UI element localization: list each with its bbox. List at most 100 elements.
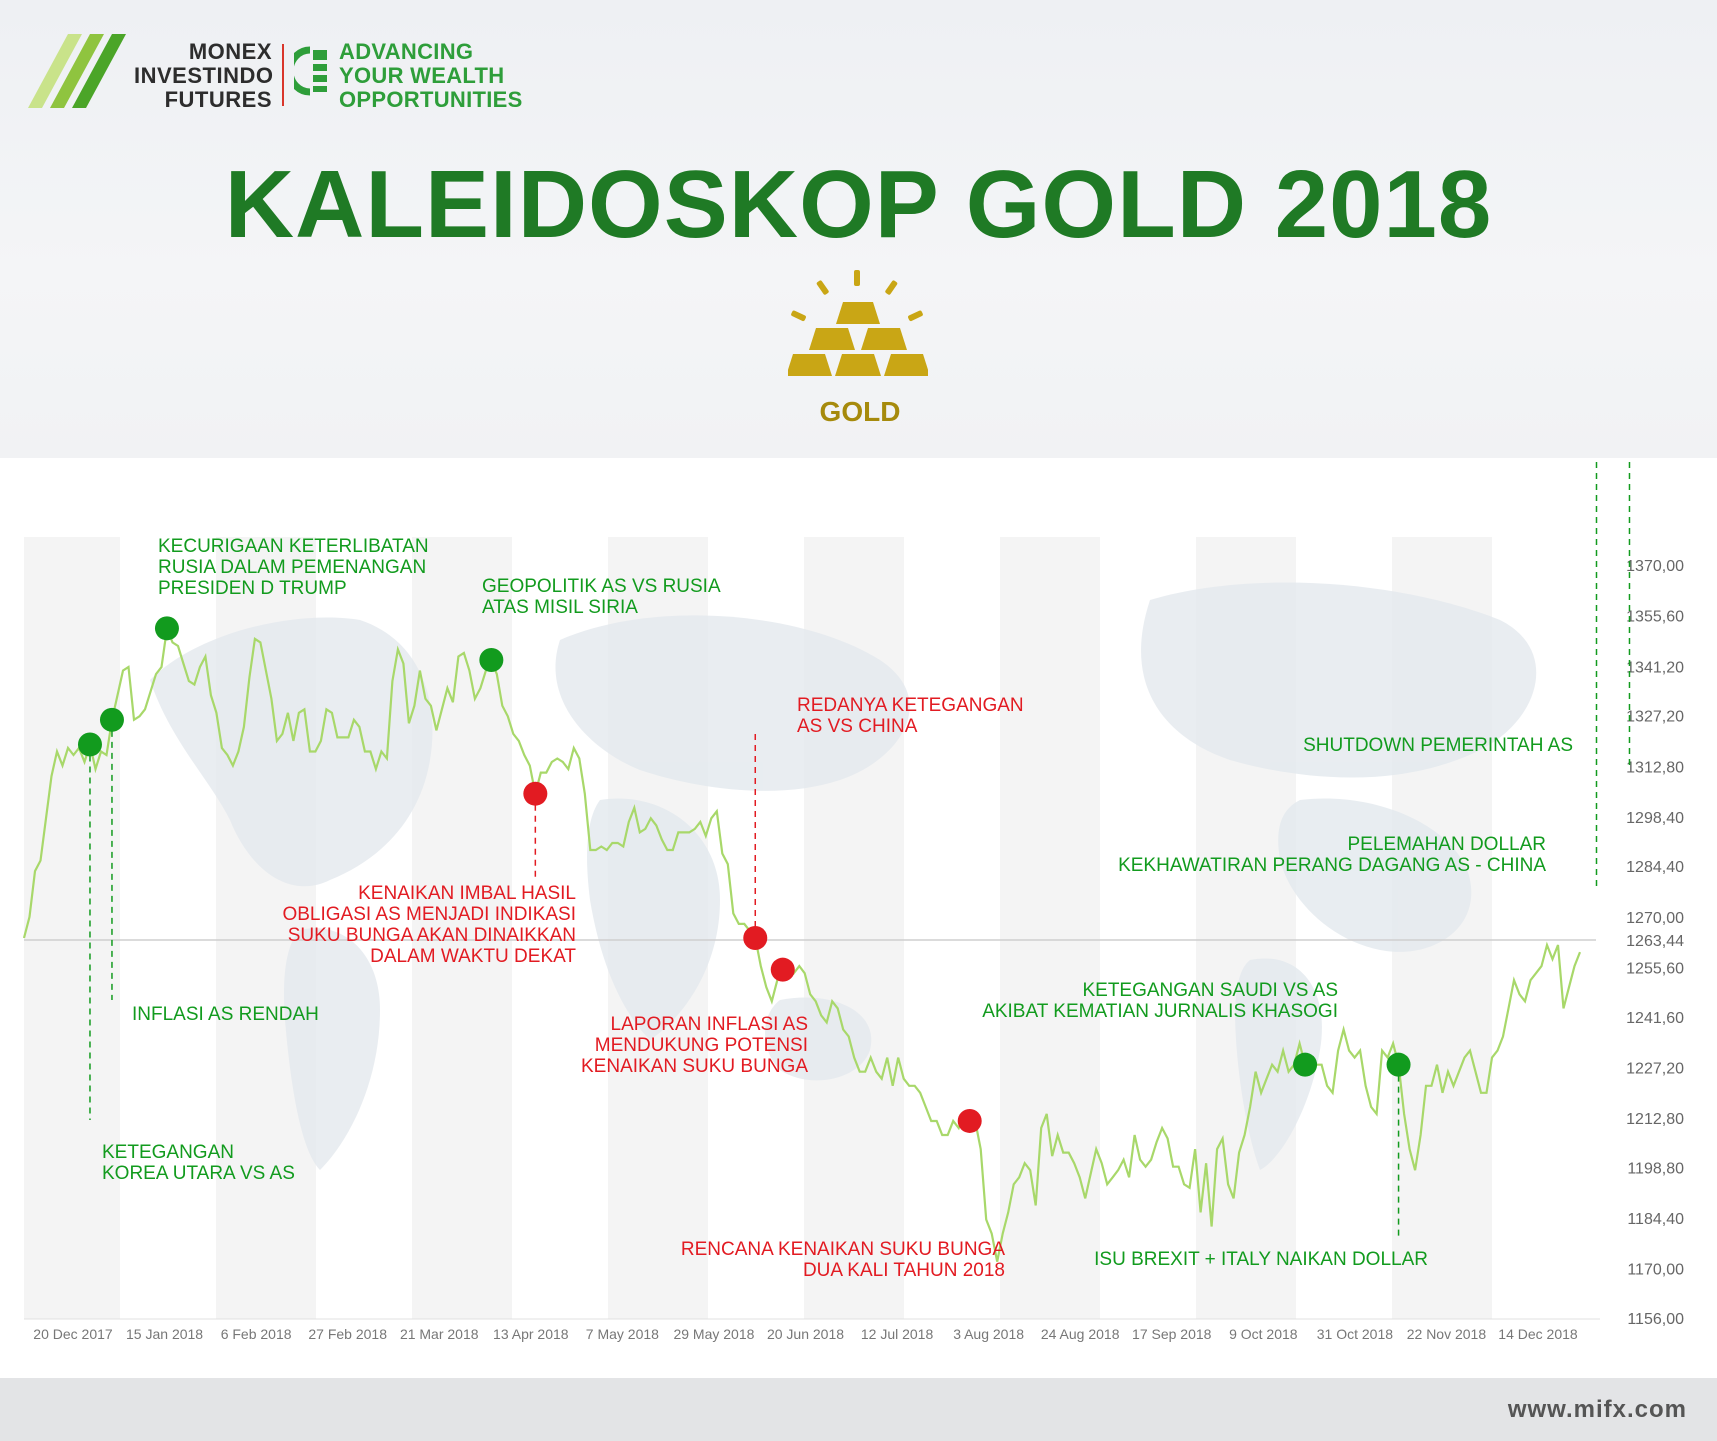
page-title: KALEIDOSKOP GOLD 2018 — [224, 151, 1493, 258]
x-tick-label: 20 Jun 2018 — [767, 1326, 844, 1342]
annotation-marker[interactable] — [1293, 1052, 1318, 1077]
x-tick-label: 15 Jan 2018 — [126, 1326, 203, 1342]
y-tick-label: 1341,20 — [1626, 659, 1684, 676]
y-tick-label: 1263,44 — [1626, 933, 1684, 950]
x-tick-label: 21 Mar 2018 — [400, 1326, 479, 1342]
x-tick-label: 22 Nov 2018 — [1407, 1326, 1487, 1342]
annotation-label-line: KOREA UTARA VS AS — [102, 1163, 295, 1184]
annotation-label-line: INFLASI AS RENDAH — [132, 1004, 319, 1025]
brand-name: MONEX INVESTINDO FUTURES — [134, 39, 274, 112]
annotation-marker[interactable] — [523, 781, 548, 806]
annotation-label-line: RUSIA DALAM PEMENANGAN — [158, 557, 426, 578]
annotation-positive: INFLASI AS RENDAH — [99, 707, 319, 1025]
annotation-label-line: DALAM WAKTU DEKAT — [370, 946, 576, 967]
y-tick-label: 1355,60 — [1626, 609, 1684, 626]
annotation-positive: SHUTDOWN PEMERINTAH AS — [1303, 458, 1631, 770]
y-tick-label: 1284,40 — [1626, 859, 1684, 876]
annotation-marker[interactable] — [99, 707, 124, 732]
annotation-marker[interactable] — [479, 648, 504, 673]
y-tick-label: 1241,60 — [1626, 1010, 1684, 1027]
brand-tagline: ADVANCING YOUR WEALTH OPPORTUNITIES — [339, 40, 523, 112]
brand-tagline-line: OPPORTUNITIES — [339, 87, 523, 112]
brand-logo[interactable]: MONEX INVESTINDO FUTURES ADVANCING YOUR … — [26, 32, 522, 112]
x-tick-label: 20 Dec 2017 — [33, 1326, 113, 1342]
annotation-label-line: SHUTDOWN PEMERINTAH AS — [1303, 735, 1573, 756]
y-tick-label: 1170,00 — [1627, 1262, 1684, 1279]
annotation-label-line: REDANYA KETEGANGAN — [797, 695, 1024, 716]
footer: www.mifx.com — [0, 1378, 1717, 1441]
gold-price-line — [22, 623, 1582, 1262]
website-link[interactable]: www.mifx.com — [1507, 1396, 1687, 1423]
annotation-marker[interactable] — [154, 616, 179, 641]
annotation-label-line: SUKU BUNGA AKAN DINAIKKAN — [288, 925, 576, 946]
annotation-label-line: KENAIKAN SUKU BUNGA — [581, 1056, 808, 1077]
y-tick-label: 1298,40 — [1626, 810, 1684, 827]
brand-tagline-line: ADVANCING — [339, 39, 474, 64]
logo-stripes-icon — [28, 34, 126, 108]
globe-icon — [294, 46, 327, 96]
x-tick-label: 17 Sep 2018 — [1132, 1326, 1212, 1342]
brand-name-line: MONEX — [188, 39, 272, 64]
x-tick-label: 7 May 2018 — [586, 1326, 659, 1342]
gold-bars-icon — [788, 270, 928, 376]
y-tick-label: 1156,00 — [1627, 1311, 1684, 1328]
x-tick-label: 13 Apr 2018 — [493, 1326, 569, 1342]
world-map-watermark — [150, 582, 1537, 1170]
x-tick-label: 12 Jul 2018 — [861, 1326, 934, 1342]
annotation-marker[interactable] — [1386, 1052, 1411, 1077]
x-tick-label: 27 Feb 2018 — [308, 1326, 387, 1342]
gold-label: GOLD — [819, 396, 901, 427]
annotation-label-line: PELEMAHAN DOLLAR — [1347, 834, 1546, 855]
annotation-label-line: KETEGANGAN SAUDI VS AS — [1082, 980, 1338, 1001]
y-tick-label: 1270,00 — [1626, 910, 1684, 927]
y-tick-label: 1255,60 — [1626, 961, 1684, 978]
annotation-label-line: ISU BREXIT + ITALY NAIKAN DOLLAR — [1094, 1249, 1428, 1270]
x-tick-label: 31 Oct 2018 — [1317, 1326, 1393, 1342]
x-tick-label: 9 Oct 2018 — [1229, 1326, 1298, 1342]
annotation-label-line: KEKHAWATIRAN PERANG DAGANG AS - CHINA — [1118, 855, 1546, 876]
annotation-label-line: AKIBAT KEMATIAN JURNALIS KHASOGI — [982, 1001, 1338, 1022]
annotation-marker[interactable] — [770, 957, 795, 982]
annotation-label-line: PRESIDEN D TRUMP — [158, 578, 347, 599]
y-tick-label: 1312,80 — [1626, 759, 1684, 776]
brand-name-line: INVESTINDO — [134, 63, 274, 88]
x-tick-label: 14 Dec 2018 — [1498, 1326, 1578, 1342]
annotation-label-line: AS VS CHINA — [797, 716, 918, 737]
y-tick-label: 1370,00 — [1626, 558, 1684, 575]
y-tick-label: 1198,80 — [1627, 1160, 1684, 1177]
y-axis: 1370,00 1355,60 1341,20 1327,20 1312,80 1298,… — [1626, 558, 1684, 1328]
x-tick-label: 29 May 2018 — [673, 1326, 754, 1342]
x-axis: 20 Dec 2017 15 Jan 2018 6 Feb 2018 27 Feb 2… — [33, 1326, 1578, 1342]
annotation-label-line: DUA KALI TAHUN 2018 — [803, 1260, 1005, 1281]
gold-price-chart: 1370,00 1355,60 1341,20 1327,20 1312,80 1298,… — [22, 458, 1684, 1342]
annotation-label-line: KENAIKAN IMBAL HASIL — [358, 883, 576, 904]
annotation-label-line: MENDUKUNG POTENSI — [595, 1035, 808, 1056]
header: MONEX INVESTINDO FUTURES ADVANCING YOUR … — [0, 0, 1717, 458]
brand-name-line: FUTURES — [164, 87, 272, 112]
annotation-label-line: LAPORAN INFLASI AS — [611, 1014, 808, 1035]
annotation-label-line: GEOPOLITIK AS VS RUSIA — [482, 576, 721, 597]
brand-tagline-line: YOUR WEALTH — [339, 63, 505, 88]
annotation-marker[interactable] — [957, 1108, 982, 1133]
annotation-marker[interactable] — [77, 732, 102, 757]
annotation-label-line: RENCANA KENAIKAN SUKU BUNGA — [681, 1239, 1005, 1260]
x-tick-label: 6 Feb 2018 — [221, 1326, 292, 1342]
y-tick-label: 1184,40 — [1627, 1211, 1684, 1228]
x-tick-label: 3 Aug 2018 — [953, 1326, 1024, 1342]
annotation-label-line: OBLIGASI AS MENJADI INDIKASI — [282, 904, 576, 925]
annotation-marker[interactable] — [743, 925, 768, 950]
y-tick-label: 1327,20 — [1626, 709, 1684, 726]
y-tick-label: 1227,20 — [1626, 1060, 1684, 1077]
x-tick-label: 24 Aug 2018 — [1041, 1326, 1120, 1342]
annotation-label-line: KECURIGAAN KETERLIBATAN — [158, 536, 429, 557]
